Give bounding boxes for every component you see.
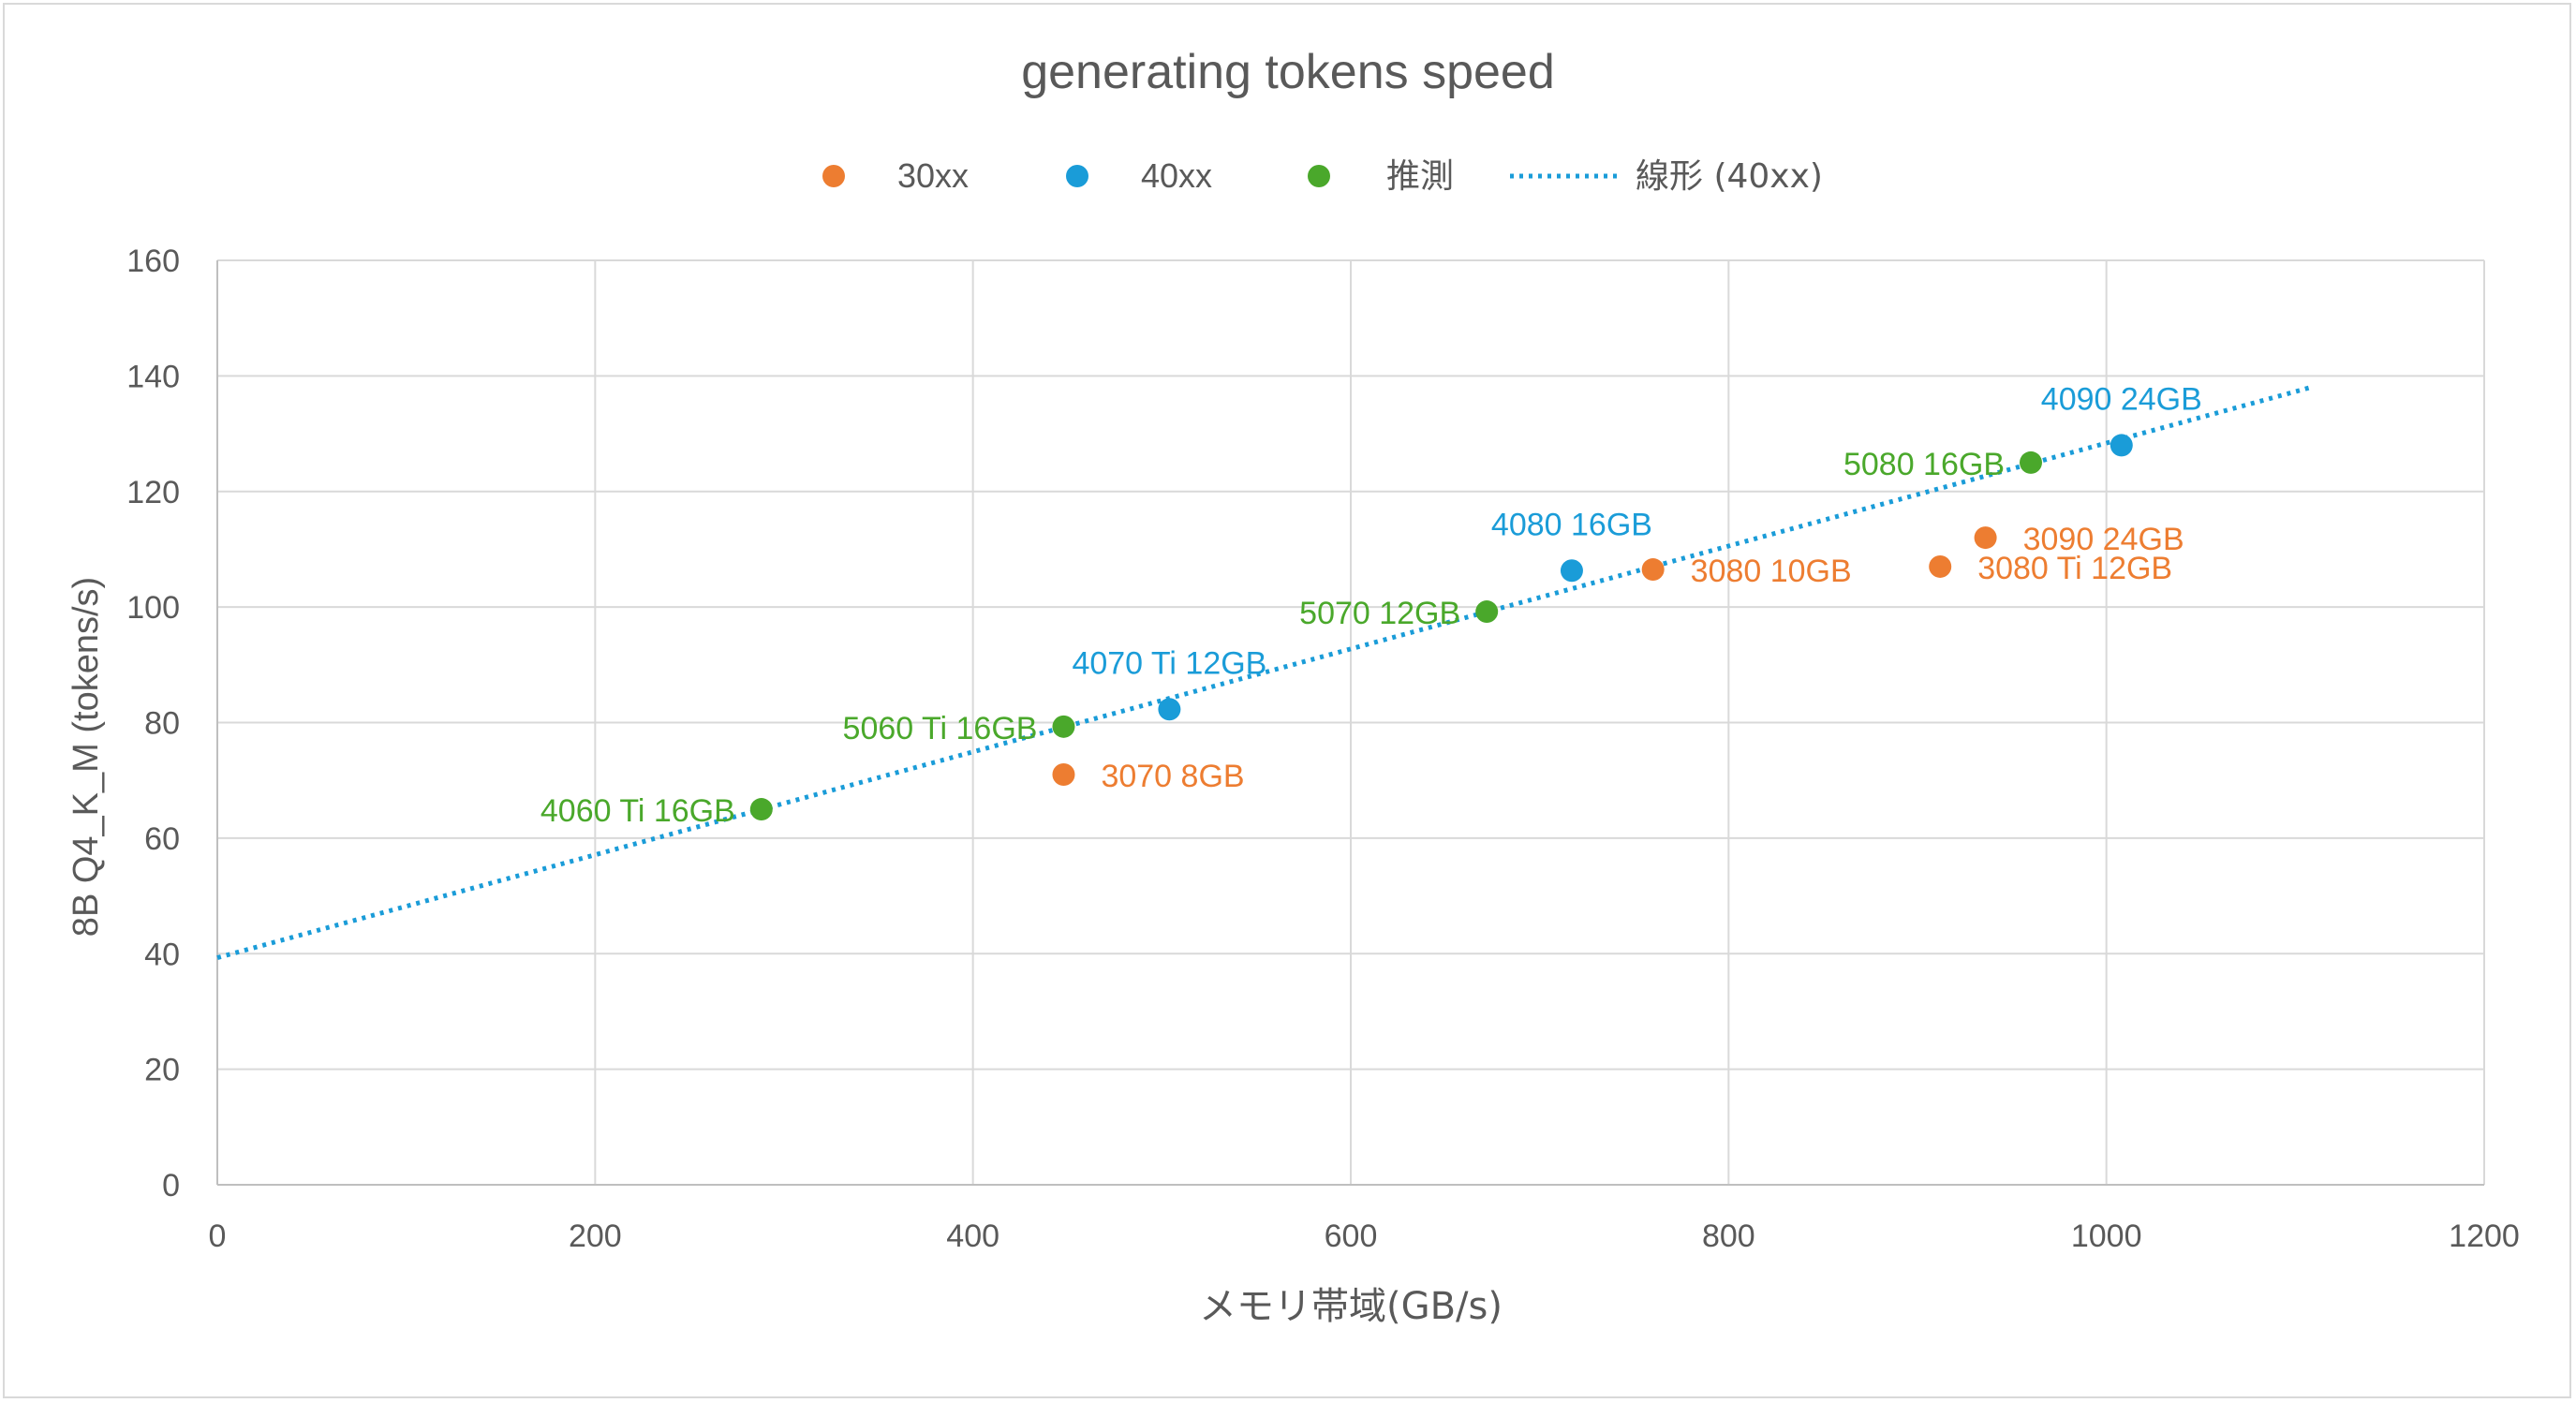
x-tick-label: 1000 bbox=[2071, 1218, 2142, 1254]
data-point bbox=[1560, 559, 1583, 583]
chart-title: generating tokens speed bbox=[1021, 45, 1555, 99]
data-label: 4060 Ti 16GB bbox=[540, 793, 735, 829]
data-label: 4090 24GB bbox=[2041, 381, 2202, 417]
data-label: 5080 16GB bbox=[1843, 447, 2005, 482]
data-label: 3070 8GB bbox=[1101, 759, 1244, 794]
data-point bbox=[1475, 600, 1499, 624]
y-tick-label: 160 bbox=[126, 244, 180, 279]
y-tick-label: 60 bbox=[144, 821, 180, 857]
data-label: 5070 12GB bbox=[1299, 596, 1460, 631]
data-label: 3080 10GB bbox=[1691, 554, 1852, 589]
data-point bbox=[1974, 526, 1997, 550]
legend-marker-40xx bbox=[1066, 165, 1088, 187]
x-tick-label: 1200 bbox=[2449, 1218, 2520, 1254]
y-tick-label: 80 bbox=[144, 706, 180, 742]
y-tick-label: 100 bbox=[126, 590, 180, 626]
legend-marker-estimate bbox=[1308, 165, 1330, 187]
data-point bbox=[1641, 558, 1665, 582]
data-points bbox=[749, 434, 2133, 821]
y-tick-label: 20 bbox=[144, 1053, 180, 1088]
y-tick-label: 0 bbox=[162, 1168, 180, 1204]
y-axis-title: 8B Q4_K_M (tokens/s) bbox=[67, 577, 106, 937]
data-point bbox=[1052, 715, 1075, 738]
x-tick-label: 600 bbox=[1325, 1218, 1378, 1254]
data-point bbox=[749, 798, 773, 821]
x-tick-label: 800 bbox=[1702, 1218, 1755, 1254]
legend-label-40xx: 40xx bbox=[1141, 156, 1212, 195]
legend-label-estimate: 推測 bbox=[1386, 157, 1454, 196]
data-point bbox=[2020, 450, 2042, 474]
data-label: 5060 Ti 16GB bbox=[843, 711, 1038, 746]
data-label: 3090 24GB bbox=[2023, 522, 2184, 557]
legend-label-30xx: 30xx bbox=[897, 156, 969, 195]
data-point bbox=[1929, 554, 1952, 578]
legend-label-trendline: 線形 (40xx) bbox=[1636, 157, 1823, 196]
x-tick-label: 200 bbox=[569, 1218, 622, 1254]
x-axis-title: メモリ帯域(GB/s) bbox=[1199, 1285, 1503, 1328]
x-tick-label: 400 bbox=[946, 1218, 999, 1254]
gridlines bbox=[217, 259, 2485, 1185]
data-label: 4070 Ti 12GB bbox=[1072, 645, 1266, 681]
x-tick-label: 0 bbox=[209, 1218, 227, 1254]
legend: 30xx 40xx 推測 線形 (40xx) bbox=[822, 156, 1823, 196]
y-tick-label: 140 bbox=[126, 359, 180, 394]
data-point bbox=[1052, 763, 1075, 787]
data-label: 4080 16GB bbox=[1491, 507, 1652, 542]
legend-marker-30xx bbox=[822, 165, 845, 187]
data-point bbox=[2110, 434, 2133, 457]
y-tick-label: 120 bbox=[126, 475, 180, 510]
data-point bbox=[1158, 698, 1181, 721]
axes: 0 20 40 60 80 100 120 140 160 0 200 400 600 800 1000 12… bbox=[126, 244, 2520, 1254]
data-label: 3080 Ti 12GB bbox=[1977, 551, 2172, 586]
chart-area bbox=[3, 3, 2571, 1398]
y-tick-label: 40 bbox=[144, 937, 180, 972]
